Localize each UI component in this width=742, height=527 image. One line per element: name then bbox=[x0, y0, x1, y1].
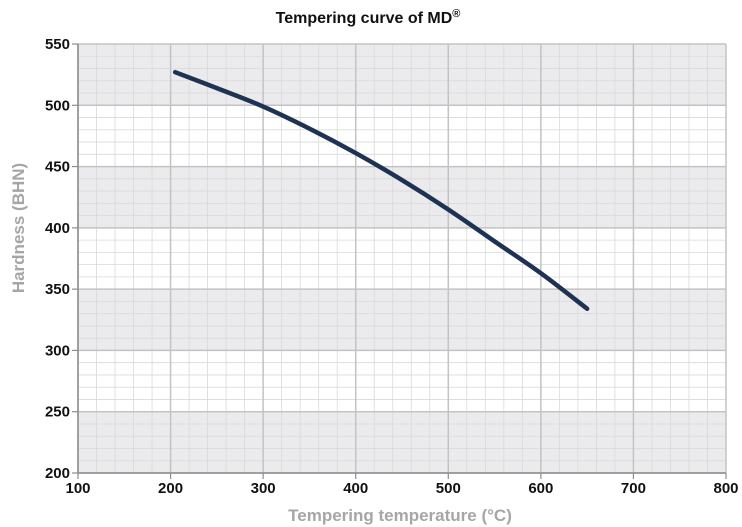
shaded-band-3 bbox=[78, 44, 726, 106]
x-tick-label-600: 600 bbox=[528, 480, 553, 497]
x-tick-label-400: 400 bbox=[343, 480, 368, 497]
y-tick-label-250: 250 bbox=[45, 404, 70, 421]
shaded-band-1 bbox=[78, 289, 726, 351]
major-gridlines bbox=[77, 43, 727, 474]
x-axis-label: Tempering temperature (°C) bbox=[288, 506, 512, 525]
x-tick-label-200: 200 bbox=[158, 480, 183, 497]
y-tick-label-300: 300 bbox=[45, 342, 70, 359]
series-line-0 bbox=[172, 69, 590, 312]
x-tick-label-800: 800 bbox=[713, 480, 738, 497]
x-tick-label-300: 300 bbox=[251, 480, 276, 497]
y-tick-label-550: 550 bbox=[45, 36, 70, 53]
y-tick-label-500: 500 bbox=[45, 97, 70, 114]
shaded-bands bbox=[78, 44, 726, 473]
title-superscript: ® bbox=[452, 8, 460, 20]
y-tick-label-350: 350 bbox=[45, 281, 70, 298]
chart-title: Tempering curve of MD® bbox=[276, 8, 461, 27]
shaded-band-2 bbox=[78, 166, 726, 228]
minor-gridlines bbox=[78, 44, 726, 473]
shaded-band-0 bbox=[78, 411, 726, 473]
y-tick-label-400: 400 bbox=[45, 220, 70, 237]
x-tick-label-500: 500 bbox=[436, 480, 461, 497]
x-tick-label-700: 700 bbox=[621, 480, 646, 497]
axes bbox=[72, 43, 727, 479]
y-tick-label-450: 450 bbox=[45, 159, 70, 176]
data-series bbox=[172, 69, 590, 312]
x-tick-labels: 100 200 300 400 500 600 700 800 bbox=[65, 480, 738, 497]
x-tick-label-100: 100 bbox=[65, 480, 90, 497]
y-tick-labels: 200 250 300 350 400 450 500 550 bbox=[45, 36, 70, 482]
y-axis-label: Hardness (BHN) bbox=[9, 163, 28, 293]
y-tick-label-200: 200 bbox=[45, 465, 70, 482]
